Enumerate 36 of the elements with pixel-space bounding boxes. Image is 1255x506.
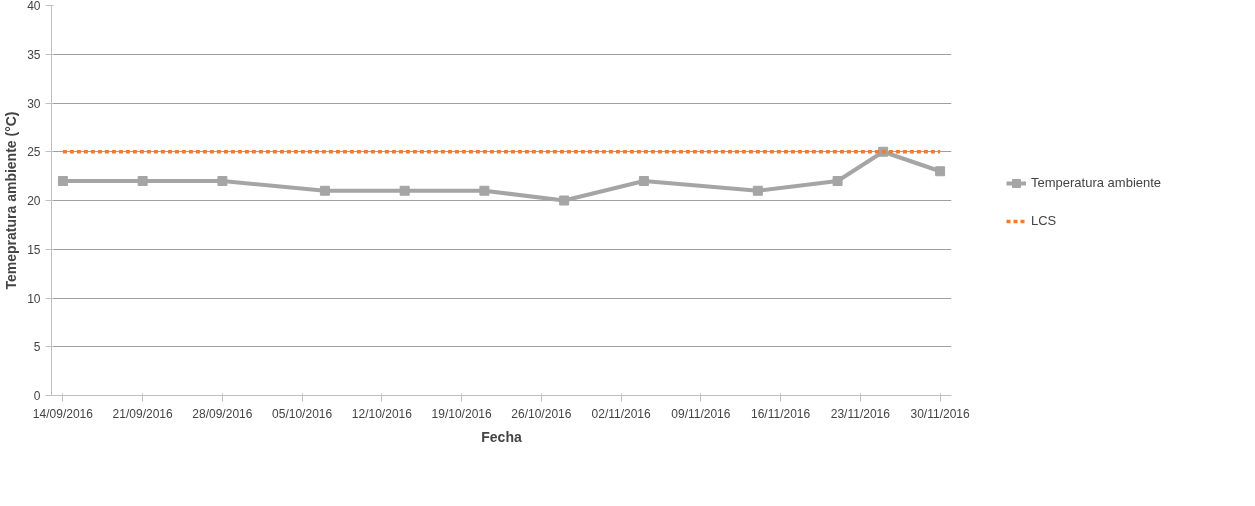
x-tick-label: 05/10/2016	[272, 406, 333, 421]
point	[752, 185, 763, 196]
x-tick-label: 09/11/2016	[671, 406, 731, 421]
point	[399, 185, 410, 196]
point	[57, 176, 68, 186]
y-tick-label: 10	[27, 291, 41, 306]
x-tick-label: 23/11/2016	[830, 406, 891, 421]
x-tick-label: 02/11/2016	[591, 406, 652, 421]
legend-label: LCS	[1031, 213, 1057, 228]
point	[559, 195, 570, 206]
y-tick-label: 40	[27, 0, 41, 13]
x-tick-label: 14/09/2016	[32, 406, 94, 421]
x-tick-label: 12/10/2016	[351, 406, 413, 421]
x-tick-label: 30/11/2016	[910, 406, 971, 421]
y-axis-title: Temepratura ambiente (°C)	[3, 111, 20, 290]
point	[638, 176, 649, 186]
y-tick-label: 0	[33, 389, 41, 403]
point	[319, 185, 330, 196]
point	[137, 176, 148, 186]
x-tick-label: 19/10/2016	[431, 406, 492, 421]
point	[217, 176, 228, 186]
y-tick-label: 20	[27, 194, 41, 208]
point	[832, 176, 843, 186]
x-axis-title: Fecha	[481, 428, 522, 445]
x-tick-label: 26/10/2016	[511, 406, 572, 421]
legend-label: Temperatura ambiente	[1031, 175, 1162, 190]
x-tick-label: 28/09/2016	[192, 406, 253, 421]
point	[935, 166, 946, 177]
y-tick-label: 30	[27, 96, 41, 111]
y-tick-label: 25	[27, 145, 41, 160]
point	[479, 185, 490, 196]
y-tick-label: 15	[27, 242, 41, 257]
y-tick-label: 5	[33, 340, 41, 355]
y-tick-label: 35	[27, 47, 41, 62]
x-tick-label: 21/09/2016	[112, 406, 173, 421]
x-tick-label: 16/11/2016	[751, 406, 811, 421]
